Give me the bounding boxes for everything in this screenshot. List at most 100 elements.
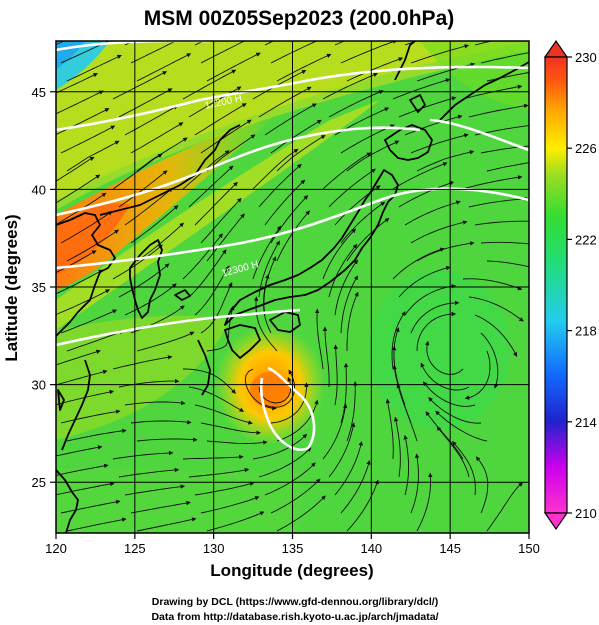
streamline	[346, 479, 379, 532]
streamline	[314, 308, 324, 370]
streamline	[346, 57, 404, 82]
streamline	[340, 460, 371, 514]
streamline	[436, 426, 470, 478]
streamline	[112, 244, 163, 280]
streamline	[425, 411, 464, 460]
streamline	[112, 355, 173, 370]
streamline	[124, 283, 177, 316]
streamline	[322, 228, 357, 280]
streamline	[182, 233, 223, 280]
streamline	[60, 125, 116, 154]
streamline	[136, 517, 197, 532]
streamline	[130, 419, 192, 425]
colorbar-tick-label: 210	[575, 506, 597, 521]
streamline	[328, 90, 384, 118]
streamline	[410, 300, 460, 334]
streamline	[276, 210, 310, 262]
streamline	[188, 386, 245, 412]
streamline	[182, 368, 236, 394]
streamline	[206, 440, 268, 445]
streamline	[464, 350, 491, 400]
y-tick-label: 45	[32, 85, 46, 100]
streamline	[66, 428, 127, 442]
streamline	[200, 119, 252, 154]
streamline	[56, 445, 103, 457]
streamline	[410, 44, 470, 64]
streamline	[124, 105, 179, 136]
streamline	[56, 174, 101, 204]
streamline	[428, 397, 482, 424]
streamline	[56, 289, 111, 316]
x-tick-label: 140	[360, 541, 382, 556]
streamline	[468, 103, 529, 118]
streamline	[66, 229, 120, 262]
streamline	[136, 437, 198, 442]
streamline	[486, 260, 529, 268]
streamline	[130, 205, 179, 244]
streamline	[206, 52, 261, 82]
streamline	[66, 517, 127, 532]
streamline	[264, 103, 317, 136]
streamline	[416, 311, 457, 352]
streamline	[468, 196, 529, 208]
streamline	[136, 331, 195, 352]
streamline	[244, 368, 277, 411]
streamline	[385, 398, 394, 460]
contour-line	[56, 41, 210, 52]
streamline	[435, 410, 488, 442]
streamline	[252, 69, 307, 100]
streamline	[557, 527, 599, 531]
streamline	[112, 450, 174, 460]
streamline	[118, 378, 180, 388]
streamline	[66, 330, 125, 352]
contour-line	[56, 187, 529, 270]
streamline	[474, 41, 494, 46]
streamline	[452, 441, 476, 496]
y-axis: 25 30 35 40 45	[32, 85, 56, 490]
streamline	[136, 222, 184, 262]
streamline	[60, 211, 113, 244]
streamline	[392, 247, 445, 280]
x-tick-label: 135	[282, 541, 304, 556]
streamline	[322, 403, 348, 460]
streamline	[422, 381, 476, 407]
streamline	[322, 72, 378, 100]
streamline	[118, 263, 170, 298]
streamline	[462, 175, 523, 190]
streamline	[475, 456, 489, 514]
y-tick-label: 40	[32, 182, 46, 197]
x-tick-label: 120	[45, 541, 67, 556]
streamline	[322, 326, 330, 388]
streamline	[56, 349, 101, 366]
streamline	[480, 52, 529, 64]
streamline	[328, 422, 356, 478]
streamline	[398, 265, 451, 298]
streamline	[188, 165, 234, 208]
streamline	[276, 53, 332, 82]
streamline	[486, 482, 523, 532]
streamline	[424, 340, 464, 375]
contour-line	[259, 366, 316, 451]
chart-title: MSM 00Z05Sep2023 (200.0hPa)	[144, 7, 455, 30]
streamline	[410, 453, 420, 514]
streamline	[276, 399, 319, 442]
streamline	[346, 291, 359, 351]
streamline	[66, 140, 120, 172]
streamline	[403, 434, 410, 496]
streamline	[391, 345, 406, 406]
streamline	[118, 467, 180, 478]
streamline	[334, 441, 363, 496]
streamline	[346, 217, 390, 262]
streamline	[398, 96, 457, 118]
streamline	[56, 90, 104, 115]
streamline	[276, 134, 326, 172]
streamline	[56, 73, 98, 94]
streamline	[124, 187, 173, 226]
streamline	[130, 122, 184, 154]
coastlines	[56, 41, 529, 533]
streamline	[56, 481, 115, 496]
x-axis: 120 125 130 135 140 145 150	[45, 533, 540, 556]
streamline	[200, 422, 261, 435]
streamline	[404, 114, 463, 136]
contour-line	[56, 308, 301, 347]
